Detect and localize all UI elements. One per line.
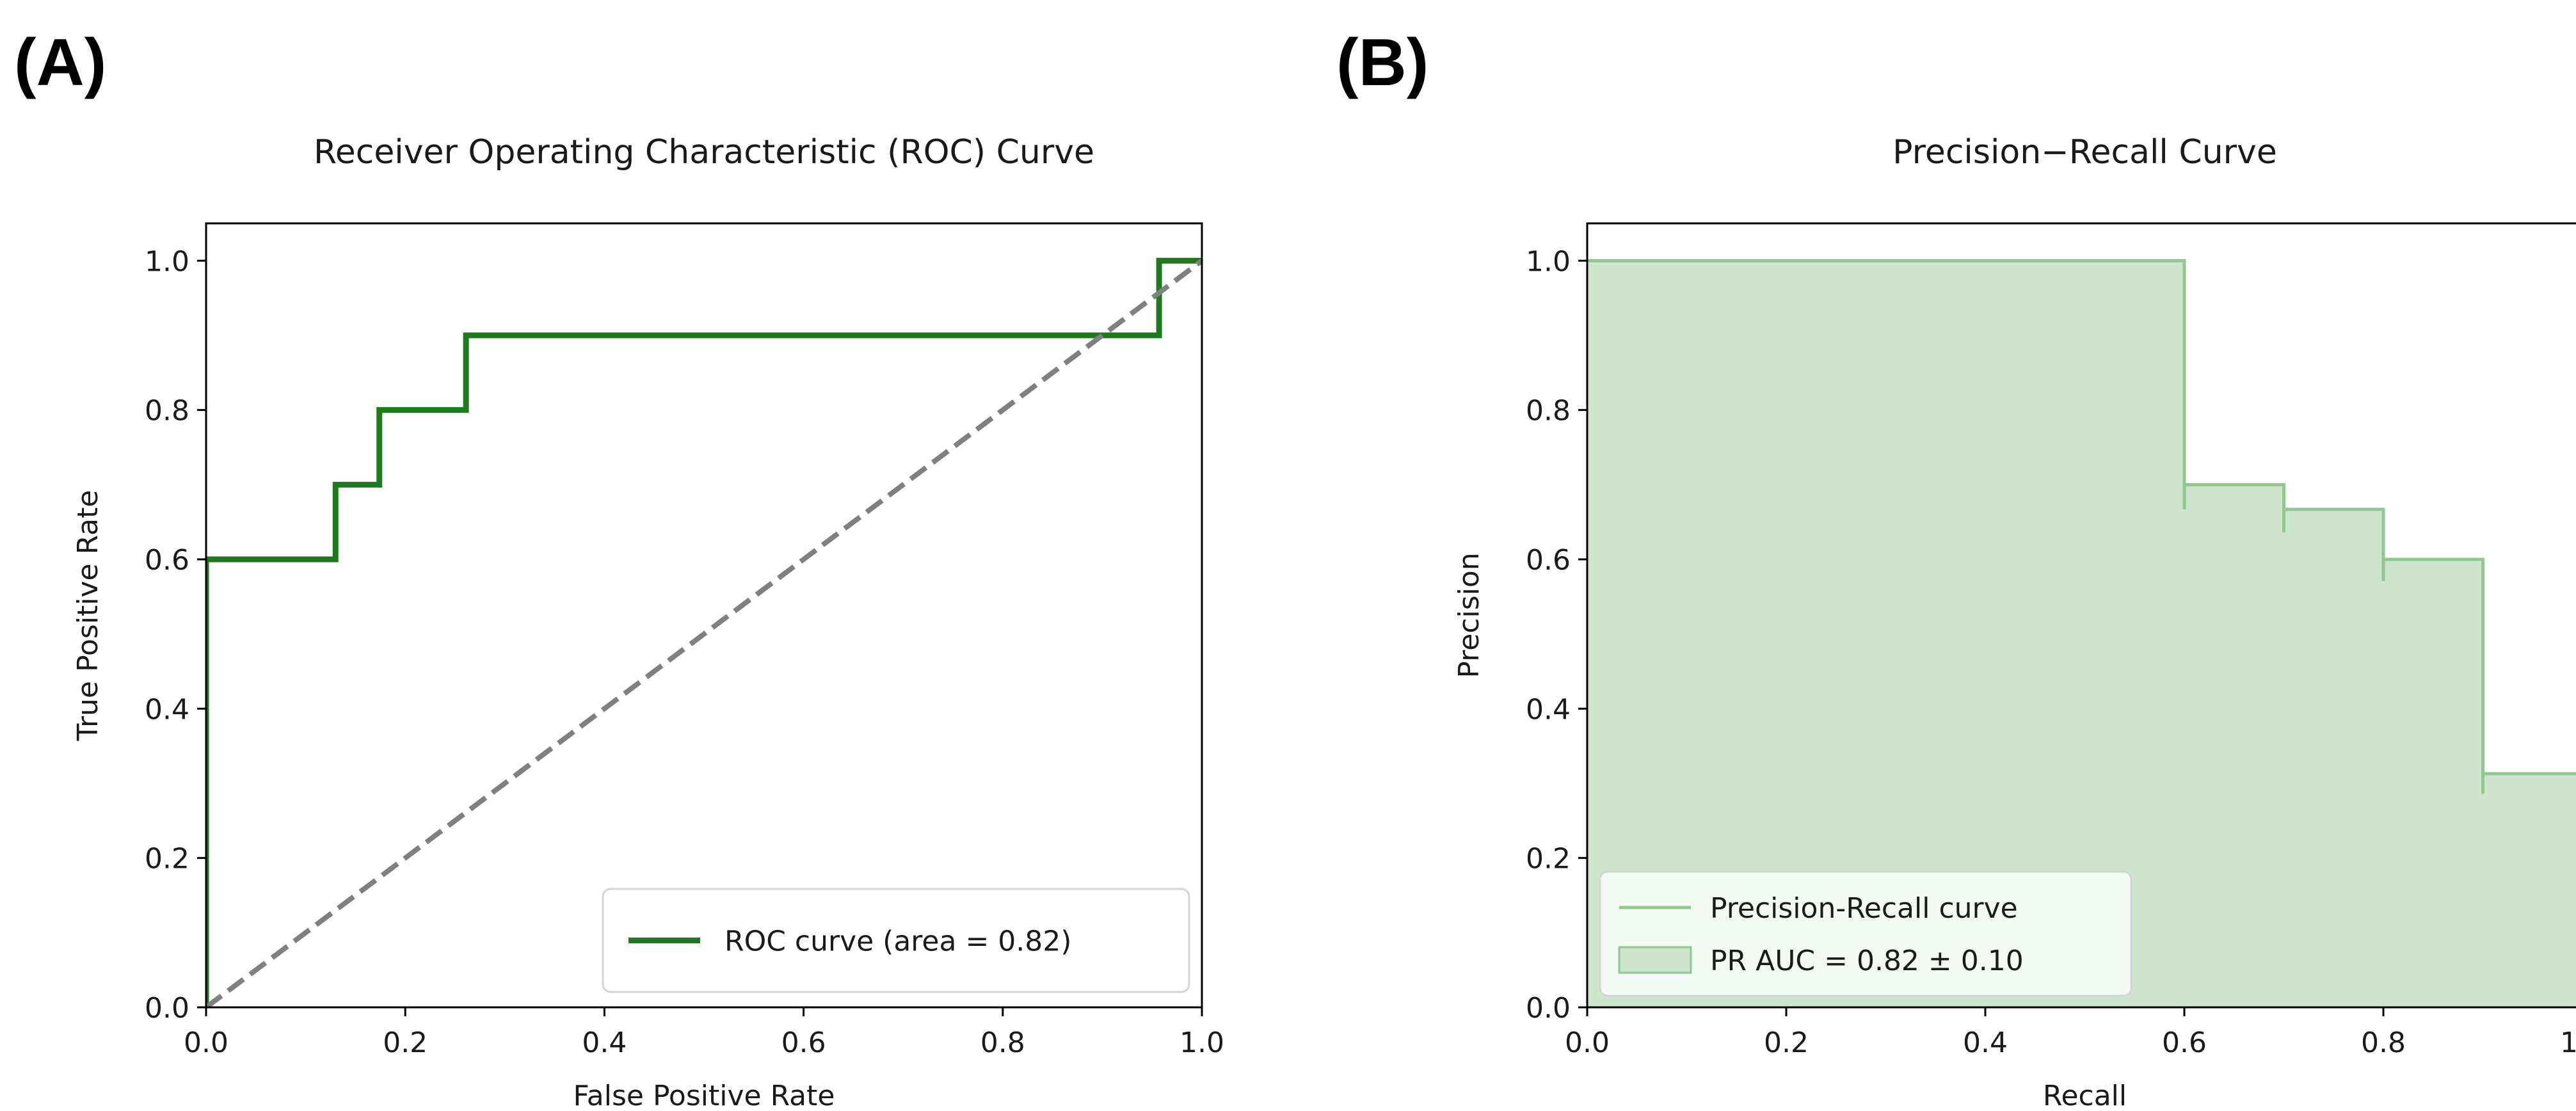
pr-xtick-label: 0.4 — [1963, 1027, 2008, 1059]
panel-label-b: (B) — [1336, 26, 1429, 100]
pr-xtick-label: 0.8 — [2361, 1027, 2406, 1059]
pr-ylabel: Precision — [1453, 552, 1485, 678]
roc-xtick-label: 0.4 — [582, 1027, 627, 1059]
pr-ytick-label: 0.8 — [1526, 395, 1571, 428]
pr-ytick-label: 0.0 — [1526, 992, 1571, 1025]
pr-legend-label-curve: Precision-Recall curve — [1710, 892, 2018, 925]
pr-xtick-label: 0.6 — [2162, 1027, 2207, 1059]
pr-plot: 0.0 0.2 0.4 0.6 0.8 1.0 0.0 0.2 0.4 0.6 0.8 1.0 Prec… — [1453, 133, 2576, 1111]
pr-curve-line — [1587, 259, 2576, 776]
roc-xlabel: False Positive Rate — [573, 1080, 835, 1111]
roc-legend: ROC curve (area = 0.82) — [602, 888, 1190, 993]
pr-xtick-label: 0.2 — [1764, 1027, 1809, 1059]
pr-title: Precision−Recall Curve — [1892, 133, 2277, 172]
pr-legend: Precision-Recall curve PR AUC = 0.82 ± 0.… — [1599, 870, 2132, 997]
roc-plot: 0.0 0.2 0.4 0.6 0.8 1.0 0.0 0.2 0.4 0.6 0.8 1.0 Rece… — [72, 133, 1224, 1111]
roc-legend-box — [602, 888, 1190, 993]
roc-ytick-label: 0.8 — [145, 395, 189, 428]
pr-legend-label-auc: PR AUC = 0.82 ± 0.10 — [1710, 945, 2024, 977]
pr-legend-box — [1599, 870, 2132, 997]
panel-label-a: (A) — [14, 26, 107, 100]
roc-legend-label: ROC curve (area = 0.82) — [724, 925, 1071, 958]
roc-xtick-label: 0.2 — [383, 1027, 428, 1059]
roc-axes-frame — [205, 222, 1203, 1009]
roc-plot-area — [206, 257, 1202, 1007]
pr-plot-area — [1587, 259, 2576, 1007]
pr-auc-fill — [1587, 260, 2576, 1007]
pr-ytick-label: 0.6 — [1526, 544, 1571, 577]
roc-ytick-label: 0.4 — [145, 693, 189, 726]
roc-ytick-label: 1.0 — [145, 245, 189, 278]
roc-ytick-label: 0.2 — [145, 843, 189, 875]
roc-ytick-label: 0.6 — [145, 544, 189, 577]
pr-xtick-label: 0.0 — [1565, 1027, 1610, 1059]
roc-xtick-label: 1.0 — [1180, 1027, 1224, 1059]
roc-chance-line — [206, 259, 1202, 1007]
roc-curve-line — [206, 257, 1202, 1007]
roc-ytick-label: 0.0 — [145, 992, 189, 1025]
roc-xtick-label: 0.8 — [980, 1027, 1025, 1059]
pr-ytick-label: 0.2 — [1526, 843, 1571, 875]
roc-ylabel: True Positive Rate — [72, 490, 104, 742]
pr-axes-frame — [1586, 222, 2576, 1009]
roc-title: Receiver Operating Characteristic (ROC) … — [314, 133, 1094, 172]
roc-xtick-label: 0.0 — [184, 1027, 228, 1059]
pr-legend-swatch-fill — [1618, 946, 1692, 974]
pr-ytick-label: 1.0 — [1526, 245, 1571, 278]
roc-xtick-label: 0.6 — [781, 1027, 826, 1059]
pr-xlabel: Recall — [2043, 1080, 2127, 1111]
pr-xtick-label: 1.0 — [2560, 1027, 2576, 1059]
pr-ytick-label: 0.4 — [1526, 693, 1571, 726]
